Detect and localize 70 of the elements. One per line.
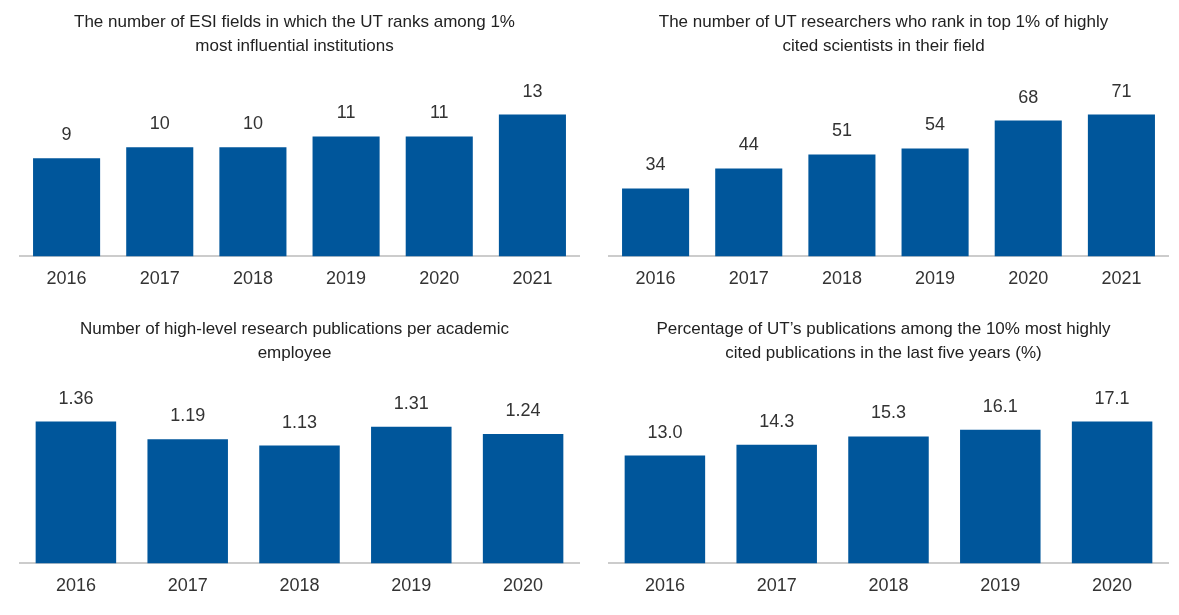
bar — [1071, 421, 1153, 564]
bar — [35, 421, 117, 564]
bar — [371, 426, 452, 564]
x-tick-label: 2016 — [46, 268, 87, 289]
bar — [259, 445, 340, 564]
data-label: 51 — [831, 120, 852, 141]
x-tick-label: 2017 — [756, 575, 797, 596]
bar — [622, 188, 690, 257]
bar — [312, 136, 380, 257]
bar — [147, 439, 228, 564]
bar — [848, 436, 929, 564]
bar — [960, 429, 1041, 564]
data-label: 1.31 — [393, 392, 429, 413]
data-label: 13 — [522, 80, 543, 101]
data-label: 11 — [429, 102, 449, 123]
data-label: 34 — [645, 154, 666, 175]
x-tick-label: 2017 — [167, 575, 208, 596]
data-label: 1.36 — [58, 387, 94, 408]
x-tick-label: 2020 — [1008, 268, 1049, 289]
data-label: 1.24 — [505, 400, 541, 421]
x-tick-label: 2020 — [503, 575, 544, 596]
x-tick-label: 2019 — [391, 575, 432, 596]
x-tick-label: 2017 — [139, 268, 180, 289]
chart-title: Number of high-level research publications per academic employee — [79, 318, 510, 364]
bar — [808, 154, 876, 257]
data-label: 54 — [925, 114, 946, 135]
chart-title: The number of ESI fields in which the UT ranks among 1% most influential institutions — [73, 11, 516, 57]
bar — [624, 455, 706, 564]
data-label: 1.13 — [281, 411, 318, 432]
bar — [33, 158, 101, 257]
bar — [994, 120, 1062, 257]
x-tick-label: 2017 — [728, 268, 769, 289]
chart-title: The number of UT researchers who rank in top 1% of highly cited scientists in their field — [657, 11, 1110, 57]
x-tick-label: 2021 — [512, 268, 553, 289]
bar — [126, 147, 194, 257]
bar — [1087, 114, 1155, 257]
data-label: 68 — [1018, 86, 1039, 107]
data-label: 14.3 — [759, 410, 795, 431]
data-label: 1.19 — [170, 405, 206, 426]
x-tick-label: 2020 — [419, 268, 460, 289]
x-tick-label: 2020 — [1092, 575, 1133, 596]
x-tick-label: 2018 — [821, 268, 862, 289]
data-label: 71 — [1111, 80, 1132, 101]
data-label: 17.1 — [1094, 387, 1130, 408]
x-tick-label: 2018 — [868, 575, 909, 596]
bar — [498, 114, 566, 257]
bar — [715, 168, 783, 257]
x-tick-label: 2019 — [980, 575, 1021, 596]
data-label: 10 — [242, 113, 263, 134]
bar — [736, 444, 817, 564]
x-tick-label: 2016 — [644, 575, 685, 596]
data-label: 15.3 — [870, 402, 907, 423]
x-tick-label: 2019 — [915, 268, 956, 289]
x-tick-label: 2018 — [279, 575, 320, 596]
bar — [482, 434, 564, 564]
data-label: 13.0 — [647, 421, 683, 442]
x-tick-label: 2018 — [232, 268, 273, 289]
chart-title: Percentage of UT’s publications among the 10% most highly cited publications in the last five years (%) — [655, 318, 1112, 364]
bar — [219, 147, 287, 257]
data-label: 44 — [738, 134, 759, 155]
bar — [901, 148, 969, 257]
bar — [405, 136, 473, 257]
data-label: 10 — [149, 113, 170, 134]
x-tick-label: 2021 — [1101, 268, 1142, 289]
data-label: 16.1 — [982, 395, 1018, 416]
data-label: 11 — [336, 102, 356, 123]
data-label: 9 — [61, 124, 72, 145]
x-tick-label: 2016 — [635, 268, 676, 289]
x-tick-label: 2016 — [55, 575, 96, 596]
x-tick-label: 2019 — [326, 268, 367, 289]
